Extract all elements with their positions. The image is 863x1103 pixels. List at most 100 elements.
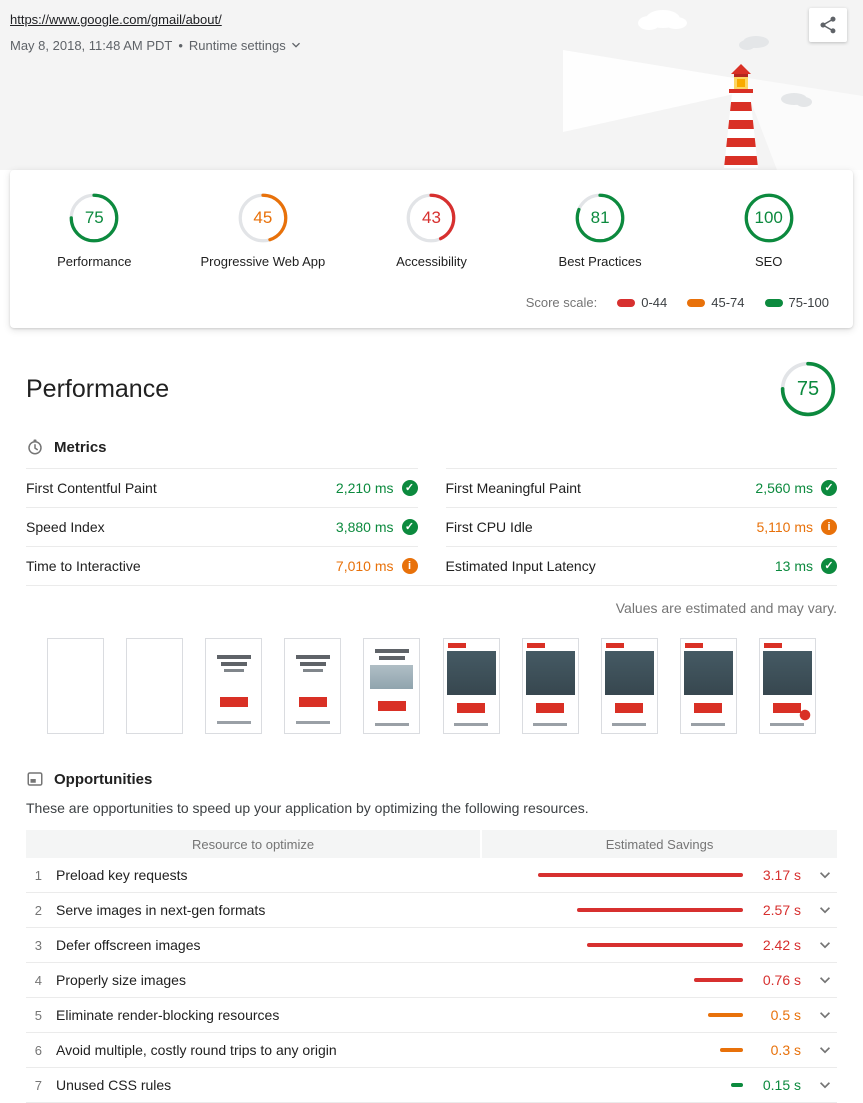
opportunity-label: Eliminate render-blocking resources	[56, 1007, 280, 1023]
metric-time-to-interactive: Time to Interactive 7,010 ms i	[26, 546, 418, 585]
savings-value: 0.5 s	[770, 1007, 801, 1023]
gauge-score-value: 75	[84, 208, 104, 227]
savings-bar	[538, 1013, 743, 1017]
chevron-down-icon[interactable]	[813, 935, 837, 955]
gauge-score-value: 43	[422, 208, 441, 227]
score-gauge-pwa[interactable]: 45 Progressive Web App	[183, 192, 343, 269]
opportunities-section-header: Opportunities	[26, 770, 837, 788]
share-icon	[820, 16, 836, 34]
gauge-score-value: 100	[754, 208, 783, 227]
filmstrip-frame	[600, 638, 658, 734]
info-icon: i	[821, 519, 837, 535]
chevron-down-icon[interactable]	[813, 900, 837, 920]
meta-separator: •	[178, 37, 183, 53]
savings-value: 0.76 s	[762, 972, 801, 988]
filmstrip-frame	[758, 638, 816, 734]
metric-value: 3,880 ms	[335, 519, 394, 535]
chevron-down-icon[interactable]	[813, 865, 837, 885]
filmstrip-frame	[521, 638, 579, 734]
check-icon: ✓	[821, 480, 837, 496]
opportunity-row-next-gen-formats[interactable]: 2 Serve images in next-gen formats 2.57 …	[26, 893, 837, 928]
score-gauge-accessibility[interactable]: 43 Accessibility	[351, 192, 511, 269]
metric-value: 2,560 ms	[755, 480, 813, 496]
filmstrip-frame	[363, 638, 421, 734]
opportunities-icon	[27, 772, 43, 786]
gauge-score-value: 45	[253, 208, 273, 227]
gauge-label: Best Practices	[558, 254, 642, 269]
metrics-section-header: Metrics	[26, 438, 837, 456]
score-gauge-performance[interactable]: 75 Performance	[14, 192, 174, 269]
metric-first-meaningful-paint: First Meaningful Paint 2,560 ms ✓	[445, 468, 837, 507]
savings-value: 0.15 s	[762, 1077, 801, 1093]
gauge-performance: 75	[68, 192, 120, 244]
opportunity-label: Preload key requests	[56, 867, 188, 883]
report-body: Performance 7 5 Metrics First Contentful …	[0, 360, 863, 1103]
scale-range-label: 45-74	[711, 295, 745, 310]
opportunity-row-defer-offscreen-images[interactable]: 3 Defer offscreen images 2.42 s	[26, 928, 837, 963]
filmstrip-frame	[284, 638, 342, 734]
opportunities-description: These are opportunities to speed up your…	[26, 800, 589, 816]
savings-bar	[538, 978, 743, 982]
report-url-link[interactable]: https://www.google.com/gmail/about/	[10, 12, 222, 27]
gauge-pwa: 45	[237, 192, 289, 244]
gauge-label: Accessibility	[396, 254, 467, 269]
opportunities-title: Opportunities	[54, 770, 153, 788]
lighthouse-illustration	[563, 10, 863, 170]
chevron-down-icon[interactable]	[813, 1005, 837, 1025]
row-number: 1	[34, 867, 42, 883]
metric-label: Speed Index	[26, 519, 105, 535]
metric-first-cpu-idle: First CPU Idle 5,110 ms i	[445, 507, 837, 546]
savings-bar	[538, 943, 743, 947]
score-gauges: 75 Performance 45 Progressive Web App 43…	[10, 170, 853, 269]
metrics-disclaimer: Values are estimated and may vary.	[615, 600, 837, 616]
runtime-settings-label: Runtime settings	[188, 37, 286, 53]
opportunity-row-round-trips[interactable]: 6 Avoid multiple, costly round trips to …	[26, 1033, 837, 1068]
opportunity-row-preload-key-requests[interactable]: 1 Preload key requests 3.17 s	[26, 858, 837, 893]
red-range-pill	[617, 298, 636, 307]
metric-value: 7,010 ms	[335, 558, 394, 574]
savings-value: 2.57 s	[762, 902, 801, 918]
gauge-label: SEO	[754, 254, 783, 269]
metric-value: 2,210 ms	[335, 480, 394, 496]
scale-range-label: 75-100	[788, 295, 829, 310]
score-summary-card: 75 Performance 45 Progressive Web App 43…	[10, 170, 853, 328]
chevron-down-icon[interactable]	[813, 1075, 837, 1095]
score-gauge-seo[interactable]: 100 SEO	[689, 192, 849, 269]
check-icon: ✓	[401, 480, 418, 496]
row-number: 4	[34, 972, 42, 988]
performance-section-title: Performance	[26, 374, 170, 403]
chevron-down-icon[interactable]	[813, 970, 837, 990]
savings-bar	[538, 873, 743, 877]
savings-value: 3.17 s	[762, 867, 801, 883]
row-number: 5	[34, 1007, 42, 1023]
row-number: 2	[34, 902, 42, 918]
runtime-settings-toggle[interactable]: Runtime settings	[189, 37, 304, 53]
metric-speed-index: Speed Index 3,880 ms ✓	[26, 507, 418, 546]
savings-value: 0.3 s	[770, 1042, 801, 1058]
score-scale-label: Score scale:	[525, 295, 598, 310]
info-icon: i	[401, 558, 418, 574]
metric-estimated-input-latency: Estimated Input Latency 13 ms ✓	[445, 546, 837, 585]
chevron-down-icon	[291, 42, 300, 48]
opportunity-label: Serve images in next-gen formats	[56, 902, 266, 918]
report-header: https://www.google.com/gmail/about/ May …	[0, 0, 863, 170]
orange-range-pill	[687, 298, 706, 307]
metric-value: 13 ms	[774, 558, 813, 574]
opportunity-row-unused-css-rules[interactable]: 7 Unused CSS rules 0.15 s	[26, 1068, 837, 1103]
filmstrip-frame	[47, 638, 104, 734]
check-icon: ✓	[821, 558, 837, 574]
gauge-score-value: 81	[590, 208, 610, 227]
metric-label: First Contentful Paint	[26, 480, 157, 496]
chevron-down-icon[interactable]	[813, 1040, 837, 1060]
green-range-pill	[764, 298, 783, 307]
metric-label: First CPU Idle	[445, 519, 533, 535]
opportunity-row-render-blocking-resources[interactable]: 5 Eliminate render-blocking resources 0.…	[26, 998, 837, 1033]
score-gauge-best-practices[interactable]: 81 Best Practices	[520, 192, 680, 269]
gauge-seo: 100	[743, 192, 795, 244]
check-icon: ✓	[401, 519, 418, 535]
share-button[interactable]	[809, 8, 847, 42]
row-number: 7	[34, 1077, 42, 1093]
column-resource-to-optimize: Resource to optimize	[26, 830, 481, 858]
opportunity-row-properly-size-images[interactable]: 4 Properly size images 0.76 s	[26, 963, 837, 998]
